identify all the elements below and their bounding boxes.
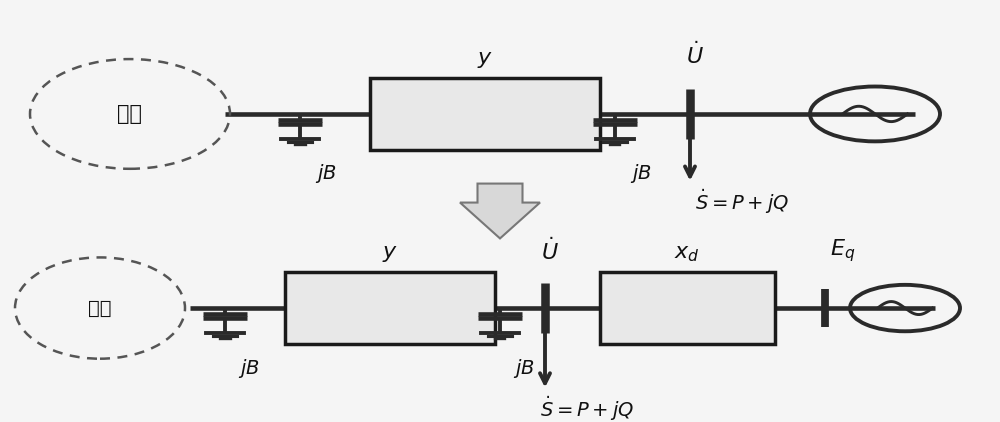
Text: $E_q$: $E_q$ bbox=[830, 237, 855, 264]
Text: $y$: $y$ bbox=[477, 50, 493, 70]
Text: $\dot{S} = P + jQ$: $\dot{S} = P + jQ$ bbox=[695, 188, 789, 216]
Text: 系统: 系统 bbox=[118, 104, 143, 124]
Text: $jB$: $jB$ bbox=[513, 357, 535, 380]
Polygon shape bbox=[460, 184, 540, 238]
Bar bbox=[370, 78, 600, 150]
Text: $y$: $y$ bbox=[382, 244, 398, 264]
Bar bbox=[285, 272, 495, 344]
Text: $\dot{U}$: $\dot{U}$ bbox=[541, 237, 559, 264]
Bar bbox=[600, 272, 775, 344]
Text: $\dot{U}$: $\dot{U}$ bbox=[686, 41, 704, 68]
Text: $x_d$: $x_d$ bbox=[674, 244, 700, 264]
Text: $jB$: $jB$ bbox=[238, 357, 260, 380]
Text: 系统: 系统 bbox=[88, 298, 112, 318]
Text: $jB$: $jB$ bbox=[630, 162, 652, 186]
Text: $jB$: $jB$ bbox=[315, 162, 337, 186]
Text: $\dot{S} = P + jQ$: $\dot{S} = P + jQ$ bbox=[540, 395, 634, 422]
